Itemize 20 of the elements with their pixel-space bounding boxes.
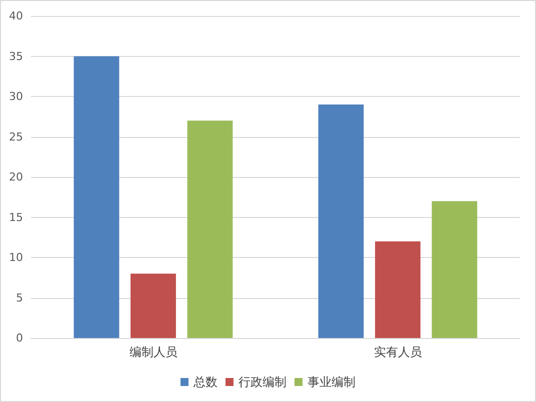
y-tick-label: 0 — [16, 332, 23, 344]
y-tick-label: 20 — [9, 170, 23, 184]
legend-label: 行政编制 — [238, 375, 286, 389]
y-tick-label: 15 — [9, 210, 23, 224]
x-tick-label: 编制人员 — [129, 345, 178, 359]
bar — [318, 104, 364, 338]
legend-label: 总数 — [192, 375, 218, 389]
bar — [432, 201, 478, 338]
bar — [187, 120, 233, 338]
x-tick-label: 实有人员 — [374, 345, 422, 359]
y-tick-label: 25 — [9, 130, 23, 144]
bar — [130, 274, 176, 338]
y-tick-label: 30 — [9, 90, 23, 103]
legend-label: 事业编制 — [308, 375, 356, 389]
y-tick-label: 5 — [16, 291, 23, 304]
y-tick-label: 40 — [9, 10, 23, 22]
bar — [375, 241, 420, 338]
bar — [74, 56, 120, 338]
y-tick-label: 10 — [9, 251, 23, 264]
y-tick-label: 35 — [9, 50, 23, 63]
